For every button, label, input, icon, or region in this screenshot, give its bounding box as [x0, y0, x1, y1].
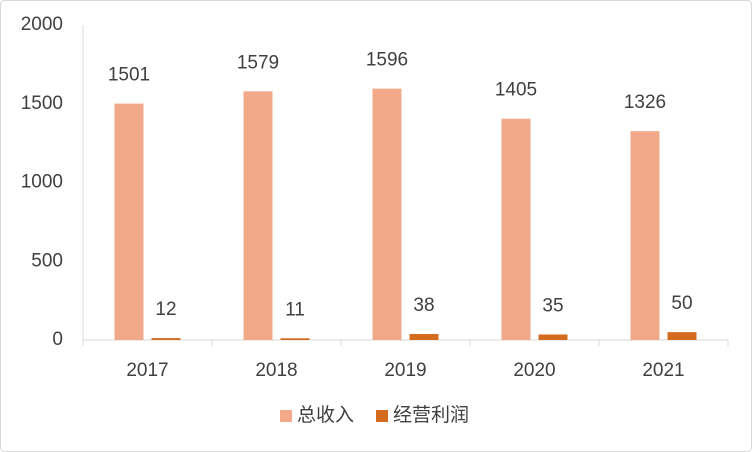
- bar: [501, 118, 531, 341]
- bar: [280, 338, 310, 340]
- legend-swatch: [280, 410, 292, 422]
- bar: [372, 88, 402, 340]
- bar: [114, 103, 144, 340]
- value-label: 1405: [495, 80, 537, 101]
- legend-label: 总收入: [297, 404, 354, 426]
- y-tick-label: 2000: [21, 14, 63, 35]
- bar: [667, 332, 697, 340]
- bar: [409, 334, 439, 340]
- value-label: 12: [155, 299, 176, 320]
- x-tick-label: 2017: [126, 360, 168, 381]
- x-tick-label: 2019: [384, 360, 426, 381]
- y-tick-label: 500: [31, 250, 63, 271]
- value-label: 38: [413, 295, 434, 316]
- bar: [538, 334, 568, 340]
- y-tick-label: 1000: [21, 172, 63, 193]
- value-label: 11: [285, 299, 305, 320]
- bar: [243, 91, 273, 341]
- x-tick-label: 2018: [255, 360, 297, 381]
- legend-label: 经营利润: [393, 404, 469, 426]
- value-label: 1501: [108, 65, 150, 86]
- value-label: 50: [671, 293, 692, 314]
- x-tick-label: 2020: [513, 360, 555, 381]
- value-label: 35: [542, 296, 563, 317]
- y-tick-label: 1500: [21, 93, 63, 114]
- bar: [630, 131, 660, 340]
- bar: [151, 338, 181, 340]
- x-tick-label: 2021: [642, 360, 684, 381]
- legend-swatch: [376, 410, 389, 422]
- value-label: 1326: [624, 92, 666, 113]
- y-tick-label: 0: [52, 329, 63, 350]
- value-label: 1579: [237, 52, 279, 73]
- value-label: 1596: [366, 50, 408, 71]
